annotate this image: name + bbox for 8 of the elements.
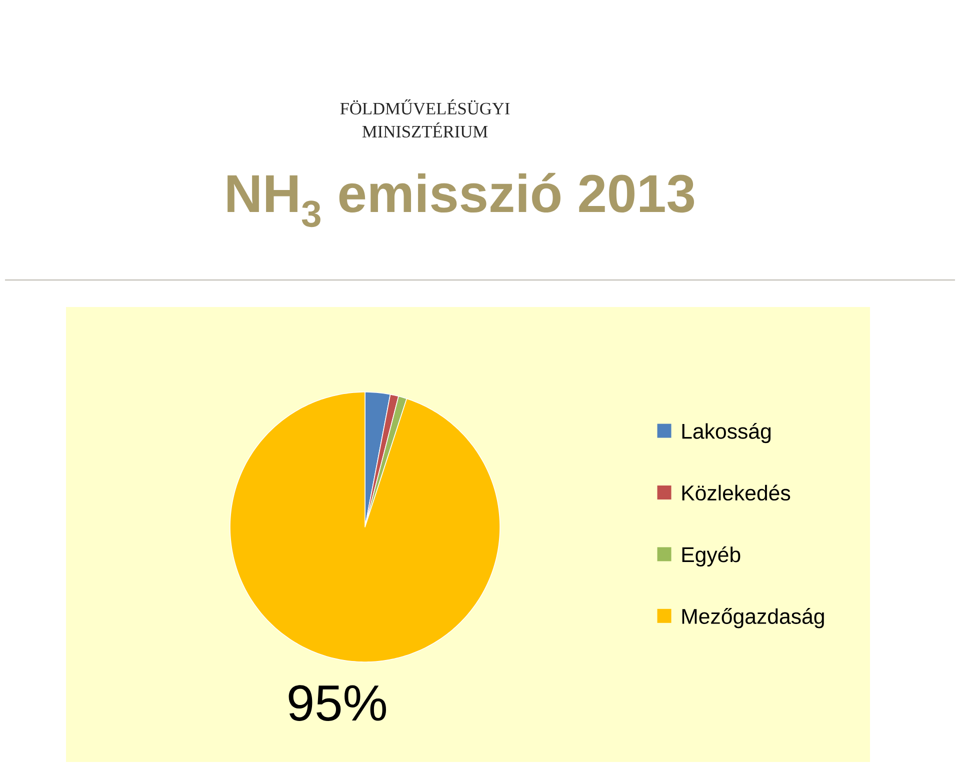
- legend-label: Mezőgazdaság: [682, 608, 824, 628]
- data-label: 95%: [288, 685, 386, 721]
- legend-label: Közlekedés: [682, 484, 790, 501]
- text: MINISZTÉRIUM: [362, 122, 488, 138]
- legend-label: Lakosság: [682, 422, 771, 444]
- legend-label: Egyéb: [682, 546, 740, 566]
- text: FÖLDMŰVELÉSÜGYI: [340, 99, 510, 115]
- chart-title: NH$_{3}$ emisszió 2013: [228, 172, 694, 228]
